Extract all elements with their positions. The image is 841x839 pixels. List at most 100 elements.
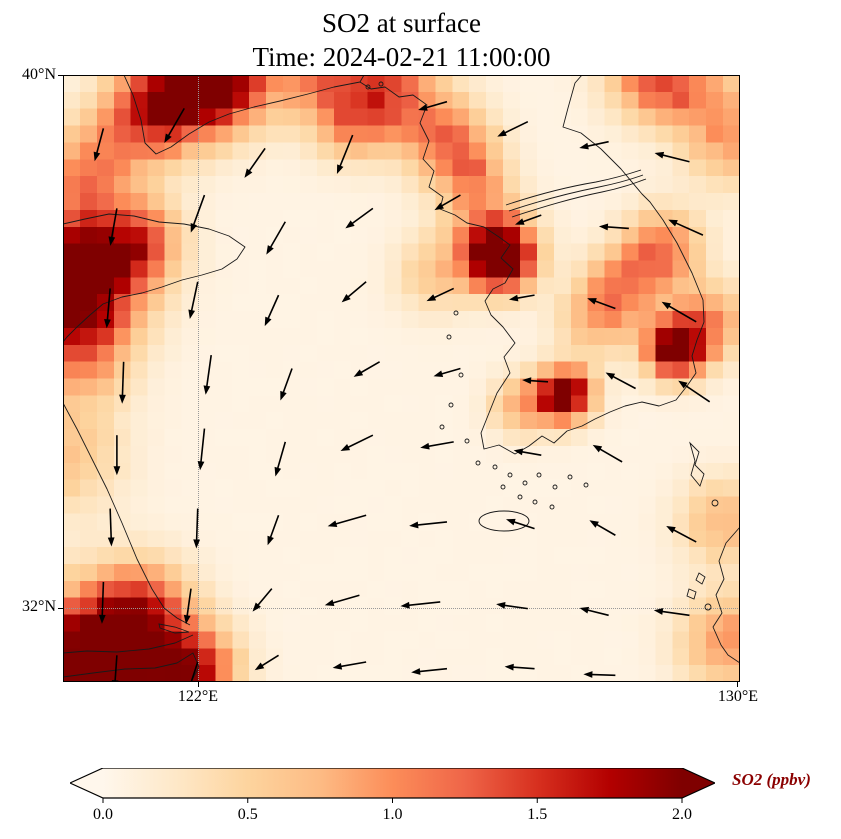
wind-arrow-head (678, 380, 688, 389)
wind-arrow-shaft (501, 604, 528, 610)
wind-arrow-shaft (166, 107, 185, 139)
wind-arrow-head (107, 537, 115, 547)
island-chongming (158, 623, 190, 634)
xtick-130e: 130°E (717, 688, 759, 705)
wind-arrow-shaft (519, 214, 542, 224)
wind-arrow-shaft (345, 434, 374, 450)
wind-arrow-shaft (329, 594, 360, 605)
wind-arrow-head (340, 443, 351, 451)
wind-arrow-shaft (338, 134, 354, 170)
plot-subtitle: Time: 2024-02-21 11:00:00 (252, 42, 551, 72)
colorbar: 0.0 0.5 1.0 1.5 2.0 (70, 768, 715, 828)
island-iki (711, 499, 719, 507)
wind-arrow-shaft (109, 508, 113, 542)
wind-arrow-head (266, 245, 274, 255)
wind-arrow-head (188, 309, 196, 319)
wind-arrow-shaft (357, 361, 381, 375)
colorbar-tick-label: 2.0 (672, 806, 692, 823)
wind-arrow-head (418, 104, 428, 111)
colorbar-left-extend (70, 768, 103, 798)
wind-arrow-shaft (191, 194, 206, 228)
wind-arrow-shaft (509, 666, 535, 670)
wind-arrow-shaft (199, 428, 206, 466)
colorbar-tick-label: 1.5 (527, 806, 548, 823)
wind-arrow-head (514, 218, 525, 225)
wind-arrow-head (353, 369, 364, 377)
wind-arrow-head (598, 223, 609, 231)
wind-arrow-shaft (665, 303, 697, 323)
wind-arrow-head (164, 133, 172, 143)
wind-arrow-head (592, 444, 603, 453)
wind-arrow-head (332, 662, 343, 670)
ytick-40n: 40°N (22, 66, 56, 83)
wind-arrow-head (327, 520, 338, 528)
wind-arrow-shaft (672, 221, 704, 236)
wind-arrow-shaft (258, 654, 279, 668)
gridline-122e (198, 75, 199, 682)
island-jeju (478, 510, 530, 532)
wind-arrow-shaft (268, 514, 280, 541)
wind-arrow-shaft (110, 208, 118, 241)
wind-arrow-head (341, 293, 351, 303)
wind-arrow-shaft (438, 194, 461, 209)
coastline-jiangsu-yangtze (63, 402, 191, 626)
wind-arrow-head (252, 602, 261, 612)
wind-arrow-head (264, 316, 272, 327)
wind-arrow-head (433, 370, 444, 377)
gridline-32n (63, 608, 740, 609)
colorbar-tick-label: 1.0 (382, 806, 403, 823)
wind-arrow-head (324, 599, 335, 606)
wind-arrow-head (420, 442, 430, 450)
wind-arrow-shaft (190, 661, 199, 682)
wind-arrow-head (108, 236, 116, 246)
wind-arrow-shaft (659, 610, 690, 617)
colorbar-ticks: 0.0 0.5 1.0 1.5 2.0 (70, 806, 715, 826)
wind-arrow-shaft (431, 287, 455, 300)
colorbar-tickmarks (102, 798, 683, 803)
tickmark-32n (58, 608, 63, 609)
wind-arrow-head (605, 372, 616, 380)
wind-arrow-head (522, 377, 532, 385)
tickmark-130e (737, 682, 738, 687)
wind-arrow-shaft (584, 140, 609, 148)
coastlines-svg (63, 75, 740, 682)
wind-arrow-head (434, 202, 444, 211)
wind-arrow-head (113, 466, 121, 476)
wind-arrow-head (497, 129, 507, 137)
wind-arrow-shaft (332, 514, 367, 526)
wind-arrow-shaft (405, 601, 441, 607)
wind-arrow-shaft (266, 294, 280, 322)
wind-arrow-head (98, 614, 106, 624)
wind-arrow-shaft (510, 520, 535, 530)
wind-arrow-head (668, 219, 678, 227)
wind-arrow-shaft (596, 446, 623, 463)
wind-arrow-head (661, 301, 672, 310)
wind-arrow-head (666, 525, 676, 534)
wind-arrow-shaft (185, 588, 192, 620)
wind-arrow-head (411, 668, 421, 675)
coastline-korea (359, 75, 705, 455)
wind-arrow-shaft (345, 281, 367, 300)
wind-arrow-shaft (593, 522, 616, 536)
wind-arrow-head (111, 680, 119, 682)
wind-arrow-shaft (609, 374, 636, 390)
islands-goto (686, 572, 706, 600)
wind-arrow-shaft (414, 521, 448, 527)
wind-arrow-shaft (255, 588, 273, 608)
wind-arrow-head (508, 294, 519, 302)
plot-title: SO2 at surface (322, 8, 481, 38)
wind-arrow-shaft (518, 450, 542, 456)
wind-arrow-shaft (501, 120, 529, 135)
wind-arrow-head (409, 521, 419, 529)
wind-arrow-shaft (682, 382, 711, 403)
wind-arrow-head (280, 390, 287, 401)
wind-arrow-head (197, 460, 205, 471)
wind-arrow-shaft (438, 367, 461, 376)
wind-arrow-head (579, 606, 590, 614)
plot-area (63, 75, 740, 682)
wind-arrow-head (400, 601, 410, 609)
wind-arrow-shaft (337, 661, 367, 668)
wind-arrow-shaft (190, 281, 199, 314)
island-goto-small (704, 603, 712, 611)
